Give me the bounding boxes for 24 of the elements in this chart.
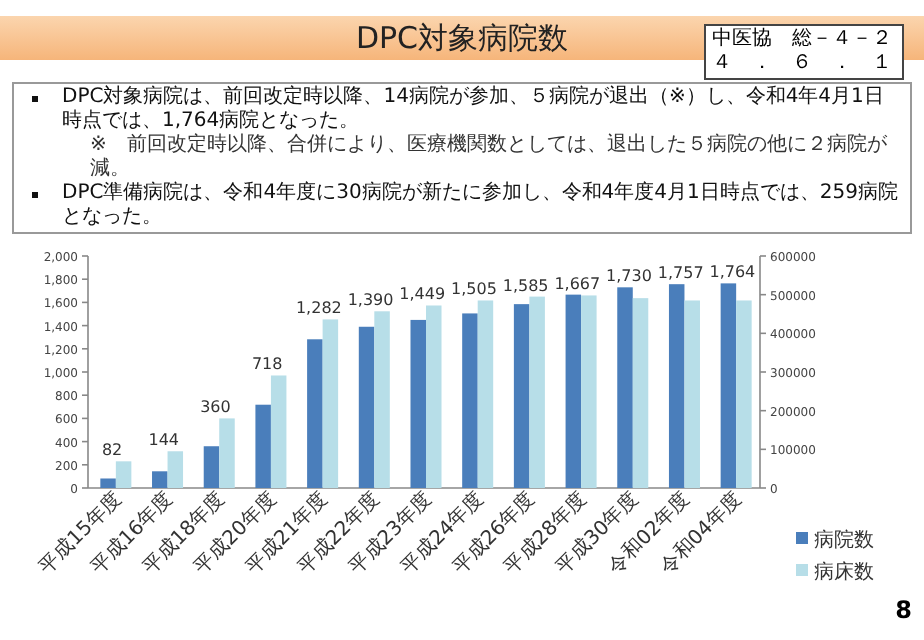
data-label: 1,757	[657, 264, 704, 283]
text: ※ 前回改定時以降、合併により、医療機関数としては、退出した５病院の他に２病院が減。	[88, 134, 889, 181]
data-label: 1,585	[502, 276, 549, 295]
text: ４ ． ６ ． １	[712, 52, 894, 76]
data-label: 1,505	[451, 280, 497, 299]
legend-label: 病床数	[814, 560, 874, 584]
text: DPC準備病院は、令和4年度に30病院が新たに参加し、令和4年度4月1日時点では、259病院となった。	[60, 182, 900, 230]
data-label: 1,764	[709, 263, 756, 282]
data-label: 1,282	[295, 299, 342, 318]
bar	[167, 451, 184, 488]
text: 8	[895, 596, 912, 624]
chart-title: DPC対象病院数	[355, 20, 569, 56]
text: DPC対象病院は、前回改定時以降、14病院が参加、５病院が退出（※）し、令和4年4月1日時点では、1,764病院となった。	[60, 86, 886, 133]
data-label: 82	[101, 441, 123, 460]
data-label: 718	[251, 355, 283, 374]
data-label: 1,730	[606, 267, 652, 286]
data-label: 1,449	[399, 285, 446, 304]
data-label: 1,667	[554, 274, 601, 293]
data-label: 360	[200, 398, 231, 417]
text: 中医協 総－４－２	[712, 28, 894, 52]
data-label: 144	[148, 431, 180, 450]
legend-label: 病院数	[814, 528, 874, 552]
bar	[115, 461, 132, 488]
data-label: 1,390	[347, 291, 394, 310]
